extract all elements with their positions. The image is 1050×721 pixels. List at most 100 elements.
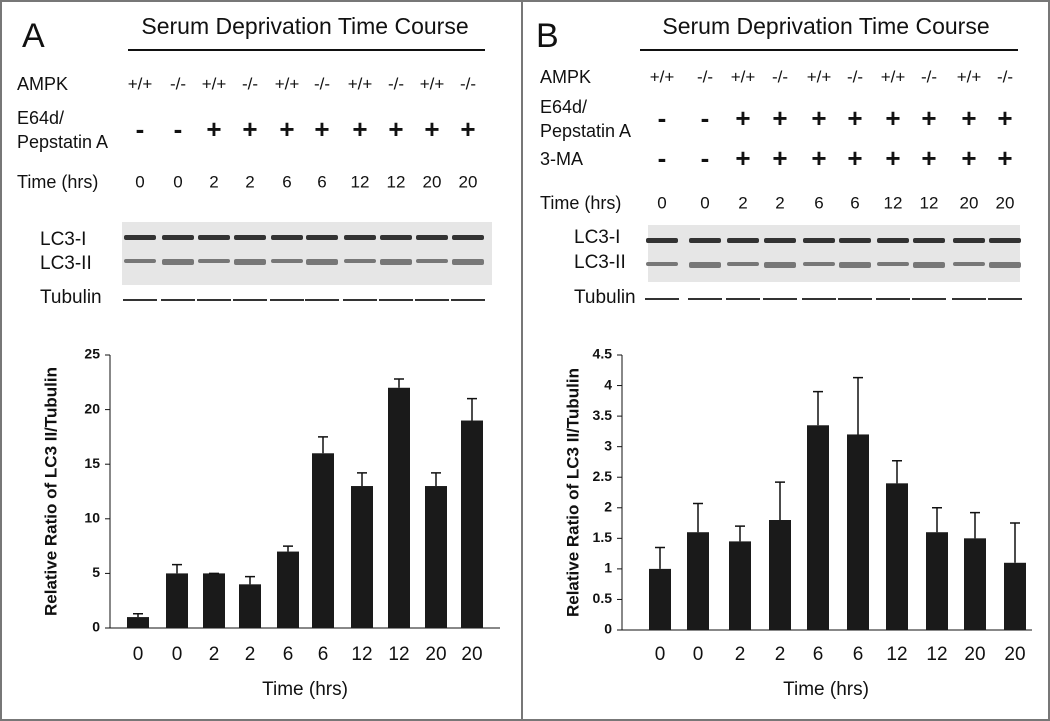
bar — [886, 483, 908, 630]
blot-band — [344, 235, 376, 240]
blot-band — [198, 235, 230, 240]
error-bar — [394, 378, 404, 388]
row-value: + — [279, 114, 294, 144]
x-tick-label: 6 — [283, 644, 294, 665]
y-axis-label: Relative Ratio of LC3 II/Tubulin — [41, 367, 60, 616]
row-value: 12 — [351, 172, 370, 191]
blot-band — [234, 235, 266, 240]
x-tick-label: 2 — [775, 644, 786, 665]
error-bar — [853, 376, 863, 435]
row-value: -/- — [697, 67, 713, 86]
blot-label: LC3-II — [40, 253, 92, 274]
row-value: + — [997, 143, 1012, 173]
row-value: 6 — [317, 172, 326, 191]
error-bar — [133, 613, 143, 618]
blot-band — [953, 238, 985, 243]
blot-label: LC3-I — [574, 227, 620, 248]
blot-band — [689, 262, 721, 268]
blot-label: LC3-II — [574, 252, 626, 273]
y-tick-label: 15 — [84, 455, 100, 471]
bar — [729, 541, 751, 630]
blot-band — [646, 262, 678, 266]
row-label: E64d/ — [540, 97, 587, 117]
tubulin-band — [763, 298, 797, 300]
row-label: Pepstatin A — [17, 132, 108, 152]
bar — [1004, 562, 1026, 630]
row-value: + — [460, 114, 475, 144]
x-tick-label: 12 — [886, 644, 907, 665]
x-axis-label: Time (hrs) — [783, 679, 869, 700]
row-label: E64d/ — [17, 108, 64, 128]
row-value: + — [847, 103, 862, 133]
blot-image — [648, 225, 1020, 282]
blot-band — [416, 235, 448, 240]
row-value: 0 — [173, 172, 182, 191]
blot-band — [839, 262, 871, 268]
row-value: + — [811, 103, 826, 133]
bar — [964, 538, 986, 630]
blot-band — [913, 238, 945, 243]
blot-band — [416, 259, 448, 263]
row-value: -/- — [170, 74, 186, 93]
row-value: + — [847, 143, 862, 173]
blot-band — [689, 238, 721, 243]
blot-image — [122, 222, 492, 285]
row-value: -/- — [314, 74, 330, 93]
row-value: -/- — [460, 74, 476, 93]
row-value: + — [352, 114, 367, 144]
tubulin-band — [952, 298, 986, 300]
error-bar — [283, 545, 293, 552]
y-tick-label: 3 — [604, 437, 612, 453]
y-tick-label: 3.5 — [593, 407, 613, 423]
row-value: +/+ — [202, 74, 227, 93]
row-value: + — [961, 103, 976, 133]
bar — [807, 425, 829, 630]
y-tick-label: 10 — [84, 510, 100, 526]
x-tick-label: 20 — [1004, 644, 1025, 665]
blot-band — [803, 262, 835, 266]
x-tick-label: 2 — [245, 644, 256, 665]
bar — [847, 434, 869, 630]
row-value: 2 — [775, 193, 784, 212]
y-tick-label: 25 — [84, 346, 100, 362]
bar — [926, 532, 948, 630]
bar — [127, 617, 149, 628]
row-label: Pepstatin A — [540, 121, 631, 141]
y-tick-label: 2.5 — [593, 468, 613, 484]
x-tick-label: 12 — [926, 644, 947, 665]
x-tick-label: 20 — [425, 644, 446, 665]
tubulin-band — [912, 298, 946, 300]
row-label: Time (hrs) — [17, 172, 98, 192]
bar — [769, 520, 791, 630]
row-value: - — [701, 143, 710, 173]
tubulin-band — [726, 298, 760, 300]
x-tick-label: 2 — [209, 644, 220, 665]
tubulin-band — [161, 299, 195, 301]
row-value: 12 — [387, 172, 406, 191]
tubulin-band — [270, 299, 304, 301]
panel-title: Serum Deprivation Time Course — [662, 13, 989, 39]
row-value: 0 — [700, 193, 709, 212]
row-value: 20 — [960, 193, 979, 212]
x-tick-label: 0 — [133, 644, 144, 665]
x-tick-label: 6 — [813, 644, 824, 665]
blot-band — [306, 235, 338, 240]
row-value: -/- — [242, 74, 258, 93]
bar — [239, 584, 261, 628]
x-tick-label: 12 — [388, 644, 409, 665]
row-value: +/+ — [881, 67, 906, 86]
bar — [203, 573, 225, 628]
y-tick-label: 2 — [604, 498, 612, 514]
blot-band — [124, 259, 156, 263]
row-value: +/+ — [650, 67, 675, 86]
tubulin-band — [415, 299, 449, 301]
blot-band — [877, 262, 909, 266]
blot-band — [764, 238, 796, 243]
error-bar — [318, 436, 328, 454]
blot-band — [271, 259, 303, 263]
x-tick-label: 0 — [655, 644, 666, 665]
x-tick-label: 20 — [461, 644, 482, 665]
bar — [461, 420, 483, 628]
row-label: AMPK — [17, 74, 68, 94]
